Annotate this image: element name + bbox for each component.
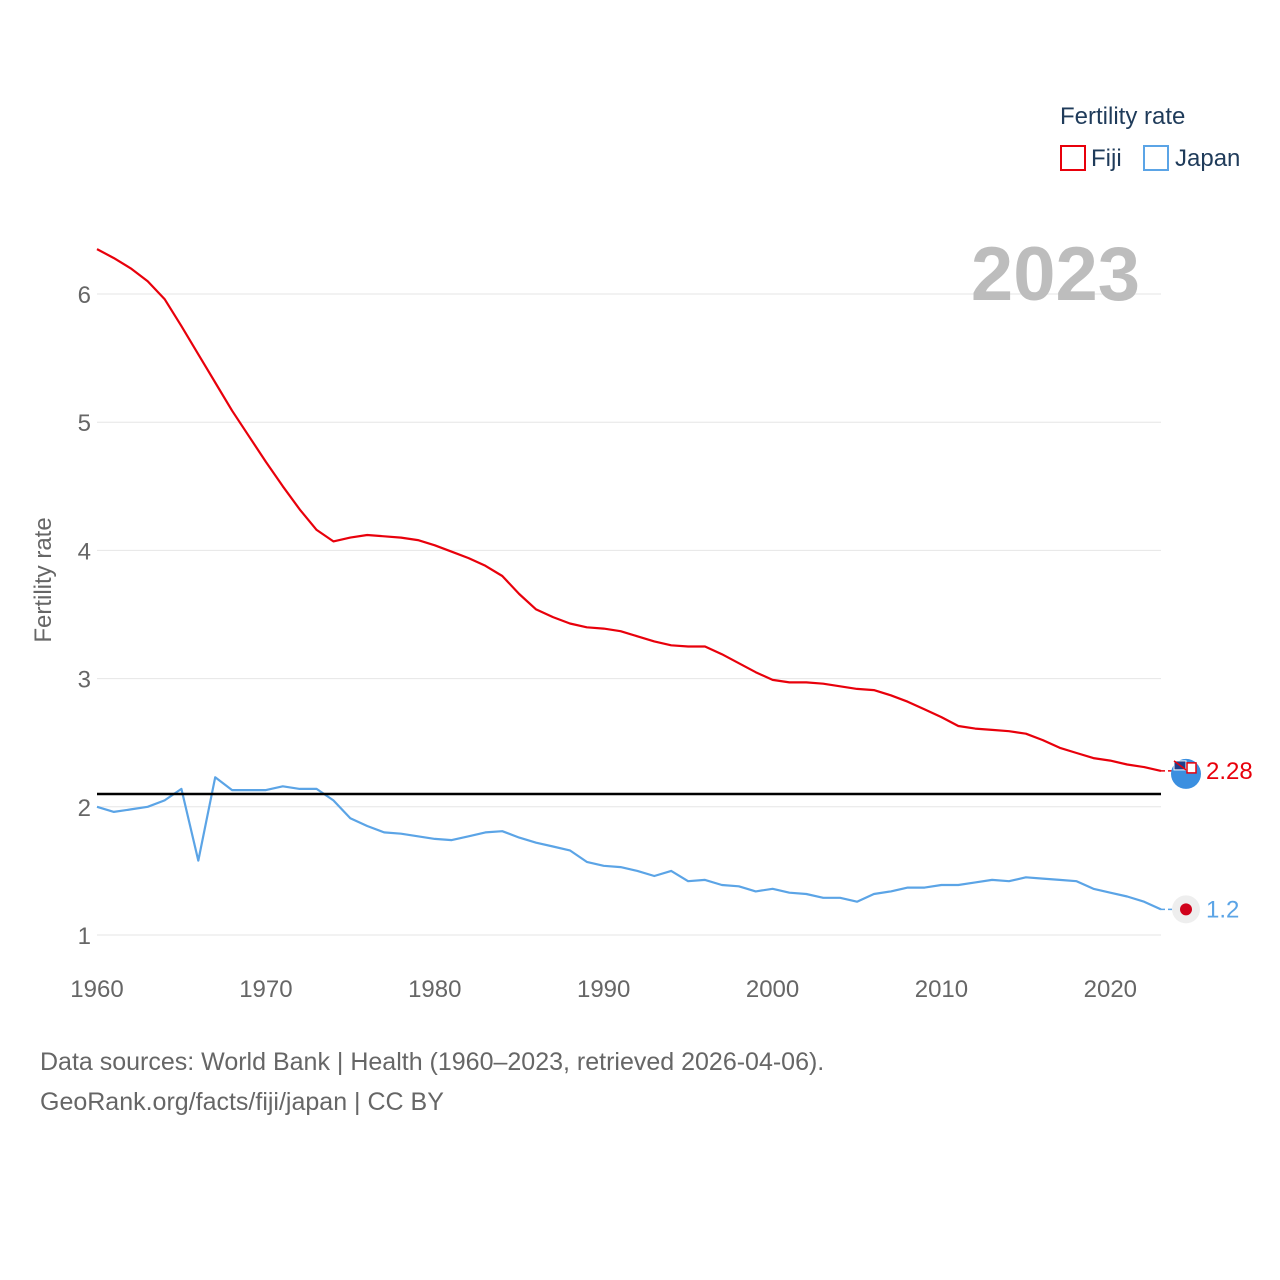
- x-tick-label: 2020: [1084, 976, 1137, 1003]
- y-tick-label: 1: [78, 923, 91, 950]
- x-tick-label: 2000: [746, 976, 799, 1003]
- credit-text: GeoRank.org/facts/fiji/japan | CC BY: [40, 1088, 444, 1116]
- y-tick-label: 6: [78, 282, 91, 309]
- x-tick-label: 1990: [577, 976, 630, 1003]
- legend: Fertility rate Fiji Japan: [1060, 103, 1240, 172]
- legend-title: Fertility rate: [1060, 103, 1185, 130]
- grid-lines: [97, 293, 1161, 936]
- y-tick-label: 4: [78, 538, 91, 565]
- y-axis-ticks: 1 2 3 4 5 6: [78, 282, 91, 950]
- x-axis-ticks: 1960 1970 1980 1990 2000 2010 2020: [70, 976, 1137, 1003]
- x-tick-label: 2010: [915, 976, 968, 1003]
- legend-label-fiji: Fiji: [1091, 145, 1122, 172]
- legend-swatch-japan: [1143, 145, 1169, 171]
- x-tick-label: 1960: [70, 976, 123, 1003]
- x-tick-label: 1980: [408, 976, 461, 1003]
- end-value-label-fiji: 2.28: [1206, 758, 1253, 785]
- fiji-flag-icon: [1171, 758, 1201, 789]
- y-axis-label: Fertility rate: [30, 517, 57, 642]
- y-tick-label: 2: [78, 795, 91, 822]
- series-layer: [96, 248, 1162, 911]
- y-tick-label: 5: [78, 410, 91, 437]
- series-line-japan[interactable]: [96, 776, 1162, 911]
- end-markers: 2.28 1.2: [1161, 758, 1253, 924]
- legend-label-japan: Japan: [1175, 145, 1240, 172]
- legend-item-fiji[interactable]: Fiji: [1060, 145, 1122, 172]
- data-sources-text: Data sources: World Bank | Health (1960–…: [40, 1048, 825, 1076]
- legend-item-japan[interactable]: Japan: [1143, 145, 1240, 172]
- year-label: 2023: [971, 232, 1140, 317]
- japan-flag-icon: [1172, 895, 1200, 924]
- end-value-label-japan: 1.2: [1206, 896, 1239, 923]
- x-tick-label: 1970: [239, 976, 292, 1003]
- series-line-fiji[interactable]: [96, 248, 1162, 772]
- footer: Data sources: World Bank | Health (1960–…: [40, 1042, 824, 1122]
- legend-swatch-fiji: [1060, 145, 1086, 171]
- y-tick-label: 3: [78, 667, 91, 694]
